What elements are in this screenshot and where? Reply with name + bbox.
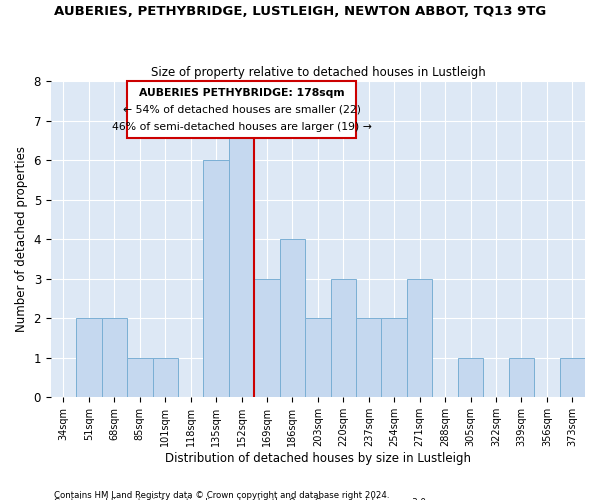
- Bar: [152, 358, 178, 398]
- Bar: [254, 278, 280, 398]
- Bar: [509, 358, 534, 398]
- Text: Contains HM Land Registry data © Crown copyright and database right 2024.: Contains HM Land Registry data © Crown c…: [54, 490, 389, 500]
- Bar: [356, 318, 382, 398]
- Text: 46% of semi-detached houses are larger (19) →: 46% of semi-detached houses are larger (…: [112, 122, 371, 132]
- Bar: [127, 81, 356, 138]
- Text: AUBERIES PETHYBRIDGE: 178sqm: AUBERIES PETHYBRIDGE: 178sqm: [139, 88, 344, 98]
- Bar: [382, 318, 407, 398]
- Text: Contains public sector information licensed under the Open Government Licence v3: Contains public sector information licen…: [54, 498, 428, 500]
- Bar: [203, 160, 229, 398]
- Bar: [76, 318, 101, 398]
- Title: Size of property relative to detached houses in Lustleigh: Size of property relative to detached ho…: [151, 66, 485, 78]
- Bar: [560, 358, 585, 398]
- Bar: [407, 278, 433, 398]
- Text: AUBERIES, PETHYBRIDGE, LUSTLEIGH, NEWTON ABBOT, TQ13 9TG: AUBERIES, PETHYBRIDGE, LUSTLEIGH, NEWTON…: [54, 5, 546, 18]
- Text: ← 54% of detached houses are smaller (22): ← 54% of detached houses are smaller (22…: [122, 104, 361, 115]
- X-axis label: Distribution of detached houses by size in Lustleigh: Distribution of detached houses by size …: [165, 452, 471, 465]
- Y-axis label: Number of detached properties: Number of detached properties: [15, 146, 28, 332]
- Bar: [101, 318, 127, 398]
- Bar: [229, 120, 254, 398]
- Bar: [127, 358, 152, 398]
- Bar: [280, 239, 305, 398]
- Bar: [458, 358, 483, 398]
- Bar: [305, 318, 331, 398]
- Bar: [331, 278, 356, 398]
